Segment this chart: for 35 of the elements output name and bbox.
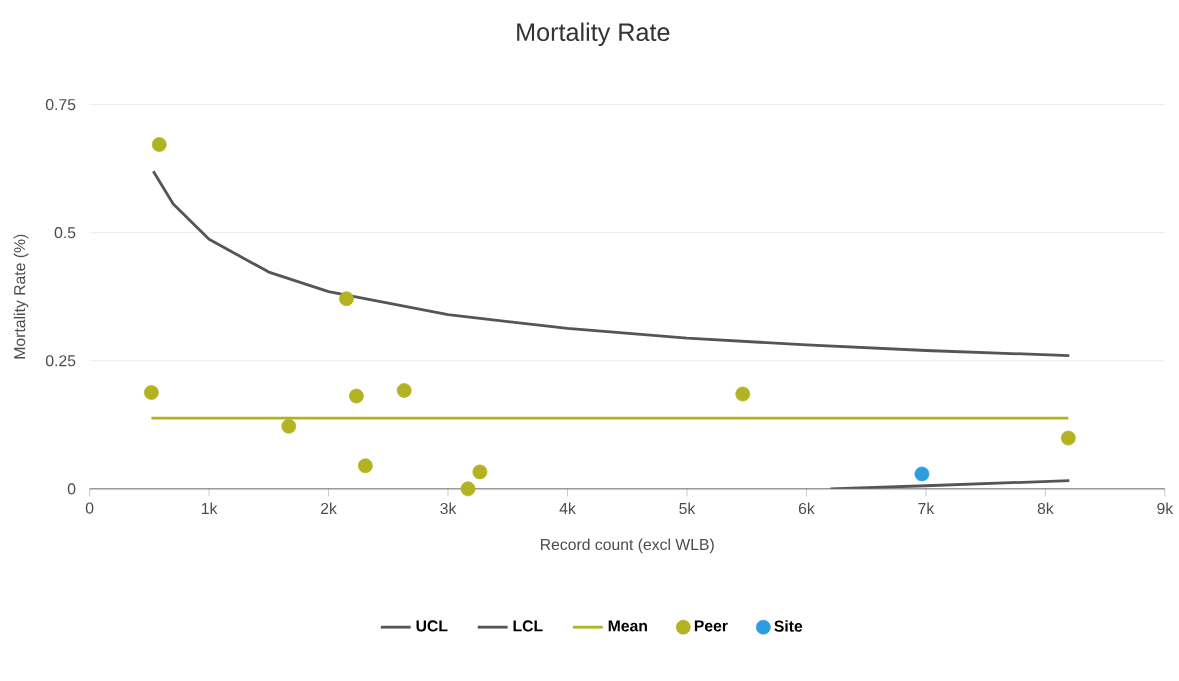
x-tick-label: 2k [321,502,337,514]
x-tick-label: 5k [679,502,696,515]
legend-label: Peer [694,620,728,632]
y-tick-label: 0.75 [45,98,76,111]
x-tick-label: 9k [1157,502,1174,515]
x-tick-label: 4k [559,502,576,514]
y-tick-label: 0 [67,483,76,495]
legend-label: LCL [513,620,543,632]
point [349,388,364,404]
chart-title: Mortality Rate [517,22,670,47]
legend-label: UCL [416,620,448,632]
line-series [151,169,1071,358]
x-tick-label: 6k [798,502,815,515]
x-tick-label: 0 [85,502,94,514]
y-axis-title: Mortality Rate (%) [13,234,29,359]
y-tick-label: 0.25 [45,355,76,367]
point [358,458,373,474]
point [396,383,412,398]
point [281,418,297,434]
point [460,481,476,497]
x-tick-label: 8k [1037,502,1054,515]
point [151,137,167,152]
point [472,464,488,480]
point [1060,430,1076,446]
point [735,386,751,402]
legend-label: Site [774,620,803,632]
x-axis-title: Record count (excl WLB) [541,538,714,554]
legend-label: Mean [608,620,647,632]
point [914,466,930,482]
x-tick-label: 3k [440,502,457,515]
point [144,385,159,400]
x-tick-label: 7k [918,502,935,514]
x-tick-label: 1k [201,502,218,514]
point [339,291,354,307]
y-tick-label: 0.5 [54,227,76,239]
